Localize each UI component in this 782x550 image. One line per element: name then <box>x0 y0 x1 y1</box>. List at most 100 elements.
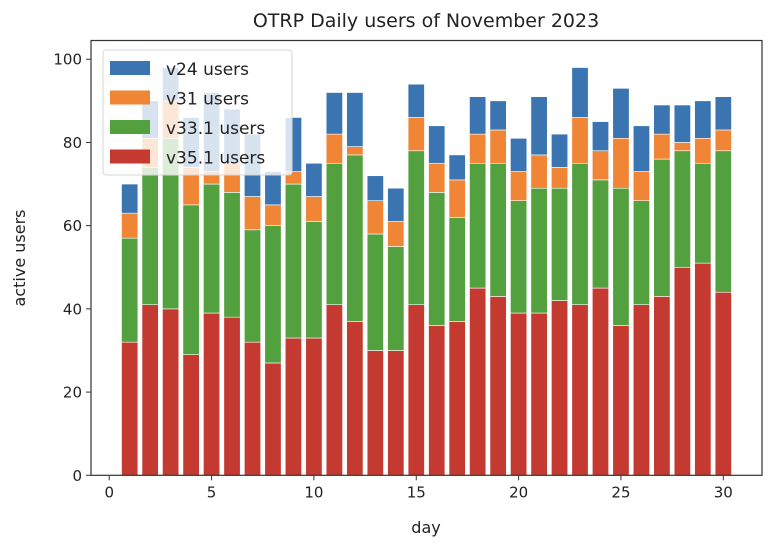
bar-v24-users-day-11 <box>325 92 343 135</box>
bar-v33-1-users-day-14 <box>387 246 405 351</box>
bar-v33-1-users-day-15 <box>407 150 425 306</box>
bar-v31-users-day-16 <box>428 162 446 193</box>
y-tick-label: 80 <box>63 134 82 152</box>
bar-v24-users-day-16 <box>428 125 446 164</box>
legend-label: v31 users <box>166 90 249 110</box>
x-tick-label: 25 <box>611 483 630 501</box>
bar-v24-users-day-29 <box>694 100 712 139</box>
bar-v35-1-users-day-25 <box>612 325 630 476</box>
bar-v35-1-users-day-3 <box>162 308 180 476</box>
bar-v35-1-users-day-13 <box>366 350 384 476</box>
bar-v24-users-day-18 <box>469 96 487 135</box>
x-tick-label: 30 <box>714 483 733 501</box>
x-tick-label: 10 <box>304 483 323 501</box>
bar-v24-users-day-19 <box>489 100 507 131</box>
legend: v24 users v31 users v33.1 users v35.1 users <box>102 49 293 176</box>
bar-v33-1-users-day-4 <box>182 204 200 355</box>
bar-v24-users-day-17 <box>448 154 466 181</box>
bar-v31-users-day-19 <box>489 129 507 164</box>
bar-v24-users-day-20 <box>510 137 528 172</box>
bar-v35-1-users-day-26 <box>632 304 650 476</box>
bar-v35-1-users-day-17 <box>448 321 466 476</box>
bar-v33-1-users-day-10 <box>305 221 323 339</box>
bar-v24-users-day-1 <box>121 183 139 214</box>
bar-v24-users-day-24 <box>592 121 609 152</box>
y-axis-ticks: 0 20 40 60 80 100 <box>53 51 91 485</box>
legend-box <box>102 49 293 176</box>
bar-v35-1-users-day-27 <box>653 296 671 476</box>
bar-v33-1-users-day-9 <box>284 183 302 339</box>
bar-v33-1-users-day-2 <box>141 167 159 306</box>
bar-v33-1-users-day-1 <box>121 237 139 343</box>
bar-v35-1-users-day-9 <box>284 337 302 476</box>
legend-swatch <box>110 61 150 75</box>
bar-v33-1-users-day-27 <box>653 158 671 297</box>
bar-v33-1-users-day-16 <box>428 192 446 326</box>
bar-v31-users-day-14 <box>387 221 405 247</box>
bar-v31-users-day-30 <box>714 129 732 152</box>
legend-swatch <box>110 90 150 105</box>
bar-v31-users-day-29 <box>694 137 712 164</box>
bar-v33-1-users-day-25 <box>612 187 630 326</box>
bar-v35-1-users-day-6 <box>223 316 241 476</box>
y-tick-label: 100 <box>53 51 82 69</box>
chart-title: OTRP Daily users of November 2023 <box>253 10 599 32</box>
bar-v33-1-users-day-30 <box>714 150 732 293</box>
bar-v35-1-users-day-29 <box>694 262 712 476</box>
bar-v33-1-users-day-18 <box>469 162 487 289</box>
bar-v31-users-day-25 <box>612 137 630 189</box>
bar-v35-1-users-day-14 <box>387 350 405 476</box>
bar-v24-users-day-12 <box>346 92 364 147</box>
bar-v33-1-users-day-13 <box>366 233 384 351</box>
bar-v24-users-day-14 <box>387 187 405 222</box>
y-axis-label: active users <box>10 210 29 307</box>
bar-v35-1-users-day-24 <box>592 287 609 476</box>
y-tick-label: 20 <box>63 384 82 402</box>
bar-v31-users-day-20 <box>510 171 528 201</box>
bar-v33-1-users-day-28 <box>673 150 691 268</box>
bar-v35-1-users-day-11 <box>325 304 343 476</box>
legend-label: v33.1 users <box>166 119 265 139</box>
bar-v31-users-day-1 <box>121 212 139 239</box>
bar-v24-users-day-30 <box>714 96 732 131</box>
x-axis-ticks: 0 5 10 15 20 25 30 <box>104 475 733 501</box>
bar-v35-1-users-day-1 <box>121 341 139 476</box>
bar-v31-users-day-23 <box>571 117 589 164</box>
bar-v31-users-day-12 <box>346 146 364 156</box>
bar-v31-users-day-10 <box>305 196 323 222</box>
bar-v31-users-day-21 <box>530 154 548 189</box>
bar-v35-1-users-day-4 <box>182 354 200 476</box>
bars-group <box>121 67 732 476</box>
bar-v31-users-day-26 <box>632 171 650 201</box>
bar-v33-1-users-day-20 <box>510 200 528 314</box>
bar-v31-users-day-8 <box>264 204 282 226</box>
bar-v31-users-day-24 <box>592 150 609 181</box>
bar-v35-1-users-day-5 <box>203 312 221 476</box>
y-tick-label: 60 <box>63 217 82 235</box>
bar-v24-users-day-8 <box>264 171 282 206</box>
bar-v31-users-day-11 <box>325 133 343 164</box>
bar-v31-users-day-7 <box>244 196 261 231</box>
bar-v31-users-day-28 <box>673 142 691 152</box>
bar-v35-1-users-day-10 <box>305 337 323 476</box>
bar-v33-1-users-day-12 <box>346 154 364 322</box>
bar-v35-1-users-day-21 <box>530 312 548 476</box>
legend-label: v24 users <box>166 60 249 80</box>
x-tick-label: 15 <box>407 483 426 501</box>
y-tick-label: 0 <box>72 467 82 485</box>
bar-v35-1-users-day-22 <box>551 300 569 476</box>
bar-v33-1-users-day-19 <box>489 162 507 297</box>
bar-v33-1-users-day-17 <box>448 217 466 322</box>
axes-frame <box>90 39 763 476</box>
bar-v24-users-day-22 <box>551 133 569 168</box>
x-tick-label: 5 <box>207 483 217 501</box>
bar-v31-users-day-13 <box>366 200 384 235</box>
bar-v33-1-users-day-24 <box>592 179 609 289</box>
bar-v33-1-users-day-26 <box>632 200 650 306</box>
bar-v35-1-users-day-2 <box>141 304 159 476</box>
bar-v35-1-users-day-7 <box>244 341 261 476</box>
bar-v35-1-users-day-15 <box>407 304 425 476</box>
bar-v24-users-day-10 <box>305 162 323 197</box>
bar-v31-users-day-22 <box>551 167 569 189</box>
bar-v31-users-day-15 <box>407 117 425 152</box>
